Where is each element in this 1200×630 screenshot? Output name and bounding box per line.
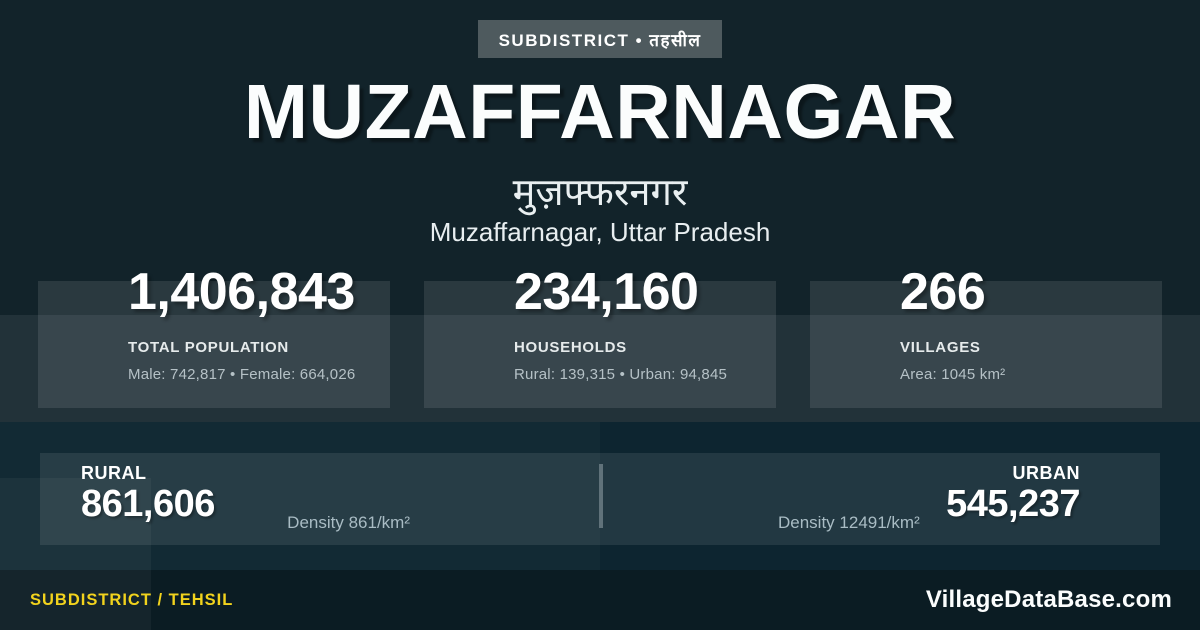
stat-label: HOUSEHOLDS	[514, 339, 627, 356]
page-title: MUZAFFARNAGAR	[243, 69, 957, 155]
stat-card-households: 234,160 HOUSEHOLDS Rural: 139,315 • Urba…	[424, 266, 776, 408]
stat-card-villages: 266 VILLAGES Area: 1045 km²	[810, 266, 1162, 408]
stat-value: 266	[900, 263, 986, 321]
footer-background	[0, 570, 1200, 630]
left-decorative-overlay	[0, 478, 151, 630]
stat-detail: Male: 742,817 • Female: 664,026	[128, 366, 356, 383]
site-name: VillageDataBase.com	[925, 586, 1172, 613]
badge-container: SUBDISTRICT • तहसील	[0, 20, 1200, 58]
urban-half: Density 12491/km² URBAN 545,237	[600, 453, 1160, 545]
urban-density: Density 12491/km²	[778, 513, 920, 532]
rural-stat: RURAL 861,606	[81, 462, 215, 545]
entity-type-label: SUBDISTRICT / TEHSIL	[30, 591, 234, 609]
rural-urban-divider	[599, 464, 603, 528]
entity-type-badge: SUBDISTRICT • तहसील	[477, 20, 723, 58]
urban-value: 545,237	[946, 483, 1080, 525]
rural-value: 861,606	[81, 483, 215, 525]
rural-half: RURAL 861,606 Density 861/km²	[40, 453, 600, 545]
rural-density: Density 861/km²	[287, 513, 410, 532]
stat-label: TOTAL POPULATION	[128, 339, 289, 356]
rural-label: RURAL	[81, 463, 147, 483]
stats-background-band	[0, 315, 1200, 422]
page-title-hindi: मुज़फ्फरनगर	[512, 172, 688, 214]
stat-label: VILLAGES	[900, 339, 981, 356]
stat-value: 1,406,843	[128, 263, 355, 321]
stat-cards-row: 1,406,843 TOTAL POPULATION Male: 742,817…	[38, 266, 1162, 408]
stat-value: 234,160	[514, 263, 699, 321]
stat-detail: Rural: 139,315 • Urban: 94,845	[514, 366, 728, 383]
stat-detail: Area: 1045 km²	[900, 366, 1006, 383]
location-subtitle: Muzaffarnagar, Uttar Pradesh	[429, 217, 771, 247]
urban-stat: URBAN 545,237	[946, 462, 1080, 545]
urban-label: URBAN	[1012, 463, 1080, 483]
stat-card-total-population: 1,406,843 TOTAL POPULATION Male: 742,817…	[38, 266, 390, 408]
